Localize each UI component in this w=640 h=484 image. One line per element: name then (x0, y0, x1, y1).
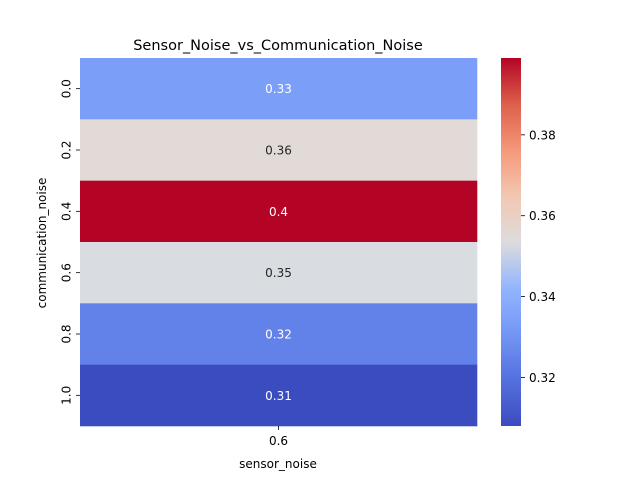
colorbar-tick-label: 0.32 (529, 371, 556, 385)
heatmap-cells: 0.33 0.36 0.4 0.35 0.32 0.31 (80, 58, 478, 427)
y-axis-label: communication_noise (35, 178, 49, 309)
colorbar-tick-label: 0.38 (529, 128, 556, 142)
cell-value-label: 0.33 (265, 82, 292, 96)
y-tick-label: 0.0 (60, 79, 74, 98)
x-tick-label: 0.6 (269, 434, 288, 448)
colorbar-gradient (501, 58, 521, 426)
heatmap-cell (80, 58, 478, 120)
y-axis: 0.0 0.2 0.4 0.6 0.8 1.0 (60, 79, 80, 405)
colorbar-tick-label: 0.36 (529, 209, 556, 223)
heatmap-cell (80, 303, 478, 365)
cell-value-label: 0.36 (265, 144, 292, 158)
cell-value-label: 0.4 (269, 205, 288, 219)
heatmap-cell (80, 242, 478, 304)
cell-value-label: 0.32 (265, 328, 292, 342)
y-tick-label: 0.6 (60, 263, 74, 282)
cell-value-label: 0.31 (265, 389, 292, 403)
x-axis-label: sensor_noise (239, 457, 317, 471)
x-axis: 0.6 (269, 426, 288, 448)
chart-title: Sensor_Noise_vs_Communication_Noise (133, 38, 423, 54)
y-tick-label: 0.2 (60, 140, 74, 159)
cell-value-label: 0.35 (265, 266, 292, 280)
heatmap-cell (80, 364, 478, 427)
y-tick-label: 0.4 (60, 202, 74, 221)
heatmap-cell (80, 180, 478, 243)
y-tick-label: 0.8 (60, 324, 74, 343)
colorbar-tick-label: 0.34 (529, 290, 556, 304)
heatmap-cell (80, 119, 478, 181)
colorbar: 0.32 0.34 0.36 0.38 (501, 58, 556, 426)
y-tick-label: 1.0 (60, 386, 74, 405)
